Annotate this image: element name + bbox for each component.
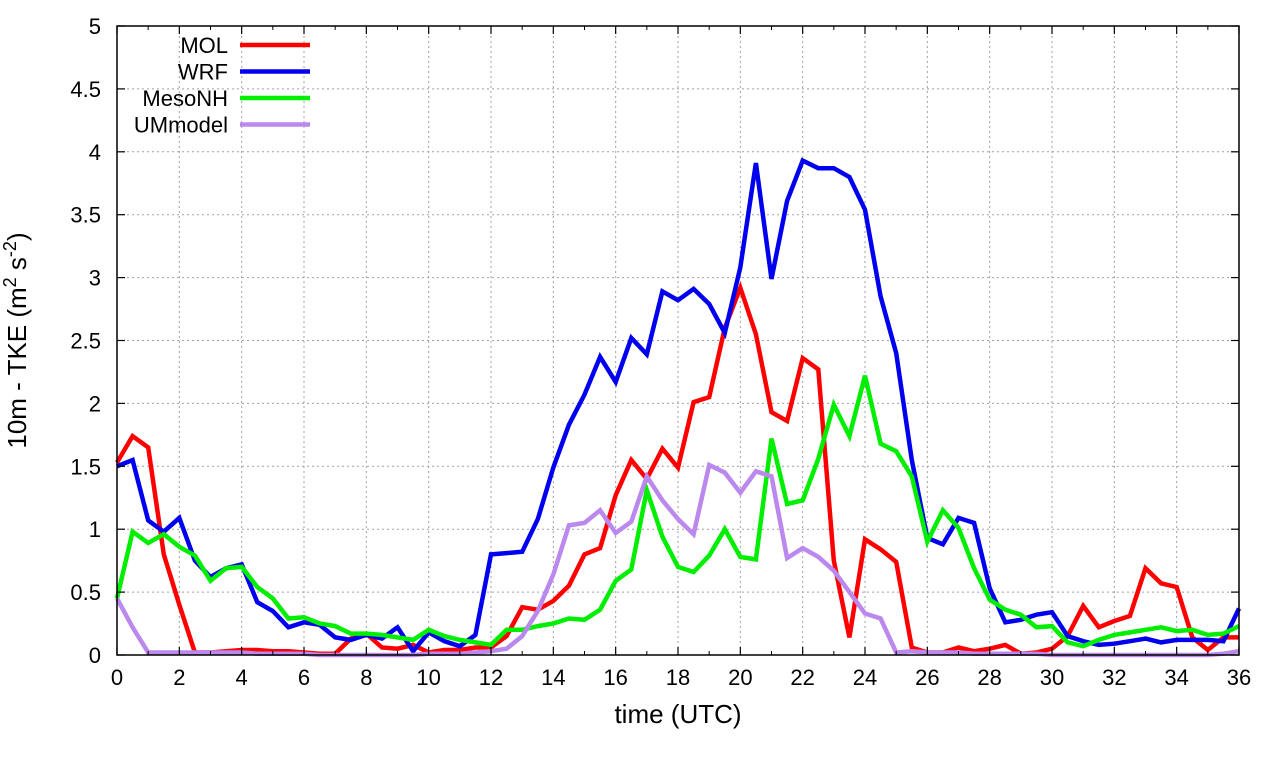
y-tick-label: 1 — [89, 517, 101, 542]
x-tick-label: 12 — [479, 665, 503, 690]
y-axis-label-part: 10m - TKE (m — [2, 287, 32, 448]
y-tick-label: 3.5 — [70, 203, 101, 228]
x-tick-label: 4 — [236, 665, 248, 690]
legend-label-mesonh: MesoNH — [142, 86, 228, 111]
x-tick-label: 34 — [1164, 665, 1188, 690]
x-tick-label: 36 — [1227, 665, 1251, 690]
y-axis-label-part: ) — [2, 232, 32, 241]
x-tick-label: 22 — [790, 665, 814, 690]
x-tick-label: 18 — [666, 665, 690, 690]
legend-label-mol: MOL — [180, 33, 228, 58]
y-tick-label: 0.5 — [70, 580, 101, 605]
y-tick-label: 3 — [89, 266, 101, 291]
y-axis-label: 10m - TKE (m2 s-2) — [0, 232, 32, 448]
axis-ticks: 0 2 4 6 8 10 12 14 16 18 20 22 24 26 28 30 32 34 3600.511.… — [70, 14, 1251, 690]
y-tick-label: 1.5 — [70, 454, 101, 479]
x-tick-label: 24 — [853, 665, 877, 690]
x-tick-label: 10 — [416, 665, 440, 690]
series-line-wrf — [116, 157, 1242, 655]
x-tick-label: 30 — [1040, 665, 1064, 690]
y-tick-label: 5 — [89, 14, 101, 39]
x-tick-label: 8 — [360, 665, 372, 690]
y-tick-label: 2 — [89, 391, 101, 416]
y-tick-label: 2.5 — [70, 329, 101, 354]
x-tick-label: 16 — [603, 665, 627, 690]
x-tick-label: 0 — [111, 665, 123, 690]
legend-label-ummodel: UMmodel — [134, 113, 228, 138]
axis-labels: time (UTC)10m - TKE (m2 s-2) — [0, 232, 742, 729]
y-axis-label-superscript: 2 — [0, 277, 20, 287]
y-axis-label-superscript: -2 — [0, 241, 20, 257]
x-tick-label: 26 — [915, 665, 939, 690]
y-tick-label: 4.5 — [70, 77, 101, 102]
x-tick-label: 32 — [1102, 665, 1126, 690]
y-tick-label: 4 — [89, 140, 101, 165]
legend-label-wrf: WRF — [178, 60, 228, 85]
x-tick-label: 14 — [541, 665, 565, 690]
x-tick-label: 20 — [728, 665, 752, 690]
y-axis-label-part: s — [2, 257, 32, 277]
y-tick-label: 0 — [89, 643, 101, 668]
x-tick-label: 28 — [977, 665, 1001, 690]
grid — [117, 26, 1239, 655]
series-line-mesonh — [114, 375, 1240, 649]
x-axis-label: time (UTC) — [614, 699, 741, 729]
x-tick-label: 6 — [298, 665, 310, 690]
x-tick-label: 2 — [173, 665, 185, 690]
